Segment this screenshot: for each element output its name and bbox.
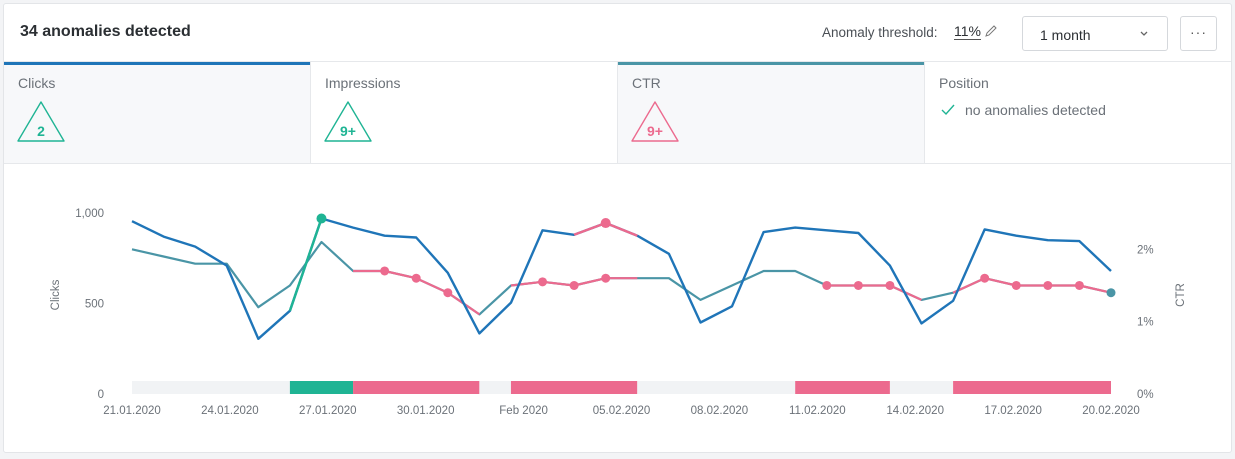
anomaly-timeline-segment — [510, 381, 638, 394]
ctr-anomaly-point — [380, 266, 390, 276]
anomaly-count-badge: 9+ — [340, 123, 356, 139]
anomaly-timeline-segment — [289, 381, 354, 394]
anomaly-timeline-segment — [132, 381, 290, 394]
tab-label: Position — [939, 75, 989, 91]
ctr-anomaly-point — [443, 288, 453, 298]
anomaly-timeline-segment — [353, 381, 480, 394]
ctr-anomaly-point — [601, 273, 611, 283]
chart-area: 1,000 500 0 2% 1% 0% Clicks CTR 21.01.2020 24.01.… — [4, 165, 1231, 454]
check-icon — [941, 104, 955, 116]
x-tick-label: 14.02.2020 — [886, 405, 944, 417]
anomaly-card: 34 anomalies detected Anomaly threshold:… — [3, 3, 1232, 453]
clicks-anomaly-point — [316, 213, 327, 224]
x-tick-label: 17.02.2020 — [984, 405, 1042, 417]
warning-triangle-icon — [631, 101, 679, 142]
ctr-anomaly-point — [980, 273, 990, 283]
no-anomalies-status: no anomalies detected — [941, 102, 1106, 118]
anomaly-count-badge: 9+ — [647, 123, 663, 139]
warning-triangle-icon — [17, 101, 65, 142]
y-tick-label: 500 — [85, 299, 104, 311]
x-tick-label: 11.02.2020 — [789, 405, 846, 417]
anomaly-timeline-segment — [795, 381, 890, 394]
ctr-anomaly-point — [853, 280, 863, 290]
y-axis-label: Clicks — [50, 279, 62, 310]
x-tick-label: 27.01.2020 — [299, 405, 357, 417]
x-tick-label: 05.02.2020 — [593, 405, 651, 417]
pencil-icon[interactable] — [984, 24, 998, 38]
period-dropdown-label: 1 month — [1040, 27, 1091, 43]
y2-tick-label: 1% — [1137, 317, 1154, 329]
x-tick-label: 24.01.2020 — [201, 405, 259, 417]
page-title: 34 anomalies detected — [20, 23, 191, 40]
status-text: no anomalies detected — [965, 102, 1106, 118]
x-tick-label: 08.02.2020 — [691, 405, 749, 417]
period-dropdown[interactable]: 1 month — [1022, 16, 1168, 51]
ctr-anomaly-point — [1043, 280, 1053, 290]
y-tick-label: 1,000 — [75, 208, 104, 220]
x-tick-label: 20.02.2020 — [1082, 405, 1140, 417]
ctr-anomaly-point — [822, 280, 832, 290]
x-tick-label: Feb 2020 — [499, 405, 548, 417]
y2-axis-label: CTR — [1175, 283, 1187, 307]
ctr-anomaly-point — [569, 280, 579, 290]
y2-tick-label: 0% — [1137, 389, 1154, 401]
tab-label: CTR — [632, 75, 661, 91]
active-tab-indicator — [618, 62, 924, 65]
chevron-down-icon — [1140, 31, 1148, 36]
clicks-anomaly-segment — [288, 218, 323, 312]
anomaly-timeline-segment — [953, 381, 1111, 394]
threshold-value[interactable]: 11% — [954, 23, 981, 40]
threshold-label: Anomaly threshold: — [822, 25, 938, 40]
ctr-anomaly-point — [1074, 280, 1084, 290]
anomaly-timeline-segment — [479, 381, 511, 394]
tab-label: Impressions — [325, 75, 401, 91]
clicks-anomaly-point — [600, 218, 611, 229]
y-tick-label: 0 — [98, 389, 104, 401]
more-options-button[interactable]: ··· — [1180, 16, 1217, 51]
warning-triangle-icon — [324, 101, 372, 142]
ctr-last-point — [1106, 288, 1116, 298]
y2-tick-label: 2% — [1137, 244, 1154, 256]
anomaly-timeline-segment — [889, 381, 954, 394]
tab-label: Clicks — [18, 75, 56, 91]
anomaly-count-badge: 2 — [37, 123, 45, 139]
ctr-anomaly-point — [1011, 280, 1021, 290]
tab-impressions[interactable]: Impressions 9+ — [311, 62, 618, 163]
ctr-anomaly-point — [538, 277, 548, 287]
tab-clicks[interactable]: Clicks 2 — [4, 62, 311, 163]
x-tick-label: 21.01.2020 — [103, 405, 161, 417]
ctr-anomaly-segment — [952, 277, 1112, 294]
tab-position[interactable]: Position no anomalies detected — [925, 62, 1231, 163]
tab-ctr[interactable]: CTR 9+ — [618, 62, 925, 163]
active-tab-indicator — [4, 62, 310, 65]
ctr-anomaly-point — [411, 273, 421, 283]
card-header: 34 anomalies detected Anomaly threshold:… — [4, 4, 1231, 62]
anomaly-timeline-segment — [637, 381, 796, 394]
anomaly-chart: 1,000 500 0 2% 1% 0% Clicks CTR 21.01.2020 24.01.… — [50, 208, 1187, 417]
ctr-anomaly-point — [885, 280, 895, 290]
metric-tabs: Clicks 2 Impressions 9+ CTR 9+ Position — [4, 62, 1231, 164]
x-tick-label: 30.01.2020 — [397, 405, 455, 417]
